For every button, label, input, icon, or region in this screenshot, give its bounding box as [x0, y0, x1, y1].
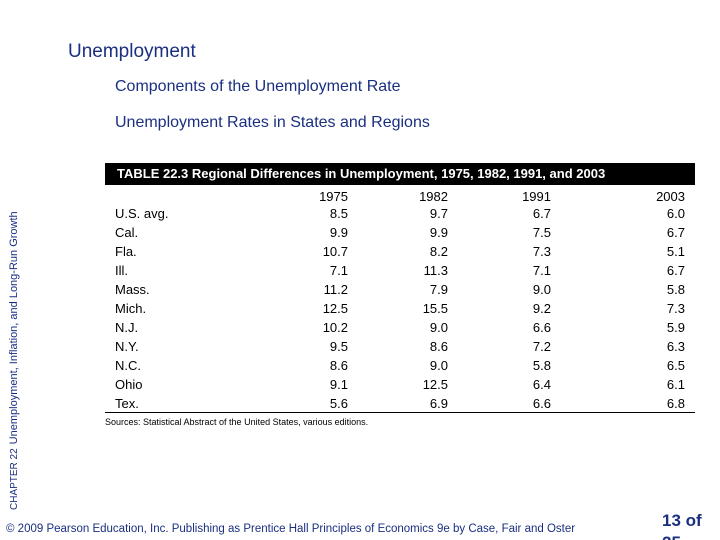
- table-cell: 6.7: [666, 225, 685, 240]
- subtitle: Components of the Unemployment Rate: [115, 78, 401, 95]
- page-number: 13 of 25: [662, 511, 702, 540]
- table-cell: 5.8: [666, 282, 685, 297]
- table-cell: 6.3: [666, 339, 685, 354]
- table-cell: 10.7: [322, 244, 348, 259]
- table-cell: 7.3: [532, 244, 551, 259]
- column-header: 1982: [419, 189, 448, 204]
- table-cell: 12.5: [322, 301, 348, 316]
- table-source: Sources: Statistical Abstract of the Uni…: [105, 417, 369, 427]
- row-label: Mass.: [115, 282, 150, 297]
- table-cell: 6.7: [666, 263, 685, 278]
- table-cell: 6.6: [532, 320, 551, 335]
- row-label: Ill.: [115, 263, 128, 278]
- table-caption: TABLE 22.3 Regional Differences in Unemp…: [105, 163, 695, 185]
- table-cell: 5.9: [666, 320, 685, 335]
- row-label: N.Y.: [115, 339, 139, 354]
- table-cell: 9.0: [429, 358, 448, 373]
- table-cell: 6.4: [532, 377, 551, 392]
- table-cell: 6.0: [666, 206, 685, 221]
- row-label: N.C.: [115, 358, 141, 373]
- table-cell: 8.6: [329, 358, 348, 373]
- row-label: U.S. avg.: [115, 206, 169, 221]
- chapter-title: Unemployment, Inflation, and Long-Run Gr…: [8, 211, 20, 445]
- table-rule: [105, 412, 695, 413]
- table-cell: 7.1: [532, 263, 551, 278]
- table-cell: 9.9: [329, 225, 348, 240]
- table-cell: 11.2: [323, 282, 348, 297]
- table-cell: 6.6: [532, 396, 551, 411]
- table-cell: 7.2: [532, 339, 551, 354]
- table-cell: 15.5: [422, 301, 448, 316]
- table-cell: 9.1: [329, 377, 348, 392]
- table-cell: 9.0: [429, 320, 448, 335]
- slide-title: Unemployment: [68, 41, 196, 62]
- table-cell: 6.1: [666, 377, 685, 392]
- table-cell: 6.8: [666, 396, 685, 411]
- table-cell: 9.0: [532, 282, 551, 297]
- table-cell: 9.2: [532, 301, 551, 316]
- table-cell: 7.1: [329, 263, 348, 278]
- column-header: 2003: [656, 189, 685, 204]
- table-cell: 5.1: [666, 244, 685, 259]
- table-cell: 7.9: [429, 282, 448, 297]
- table-cell: 8.6: [429, 339, 448, 354]
- row-label: Cal.: [115, 225, 139, 240]
- chapter: CHAPTER 22: [9, 448, 20, 510]
- table-cell: 5.8: [532, 358, 551, 373]
- table-cell: 11.3: [423, 263, 448, 278]
- row-label: Mich.: [115, 301, 147, 316]
- table-cell: 6.7: [532, 206, 551, 221]
- table-cell: 7.5: [532, 225, 551, 240]
- table-cell: 9.9: [429, 225, 448, 240]
- column-header: 1991: [522, 189, 551, 204]
- table-cell: 7.3: [666, 301, 685, 316]
- row-label: Tex.: [115, 396, 139, 411]
- column-header: 1975: [319, 189, 348, 204]
- table-cell: 9.7: [429, 206, 448, 221]
- row-label: N.J.: [115, 320, 139, 335]
- section-title: Unemployment Rates in States and Regions: [115, 114, 430, 131]
- row-label: Ohio: [115, 377, 143, 392]
- sidebar: CHAPTER 22 Unemployment, Inflation, and L…: [8, 211, 20, 510]
- table-cell: 8.5: [329, 206, 348, 221]
- table-cell: 8.2: [429, 244, 448, 259]
- table-cell: 6.9: [429, 396, 448, 411]
- row-label: Fla.: [115, 244, 137, 259]
- table-cell: 12.5: [422, 377, 448, 392]
- table-cell: 9.5: [329, 339, 348, 354]
- copyright: © 2009 Pearson Education, Inc. Publishin…: [6, 523, 576, 535]
- table-cell: 10.2: [322, 320, 348, 335]
- table-cell: 6.5: [666, 358, 685, 373]
- table-cell: 5.6: [329, 396, 348, 411]
